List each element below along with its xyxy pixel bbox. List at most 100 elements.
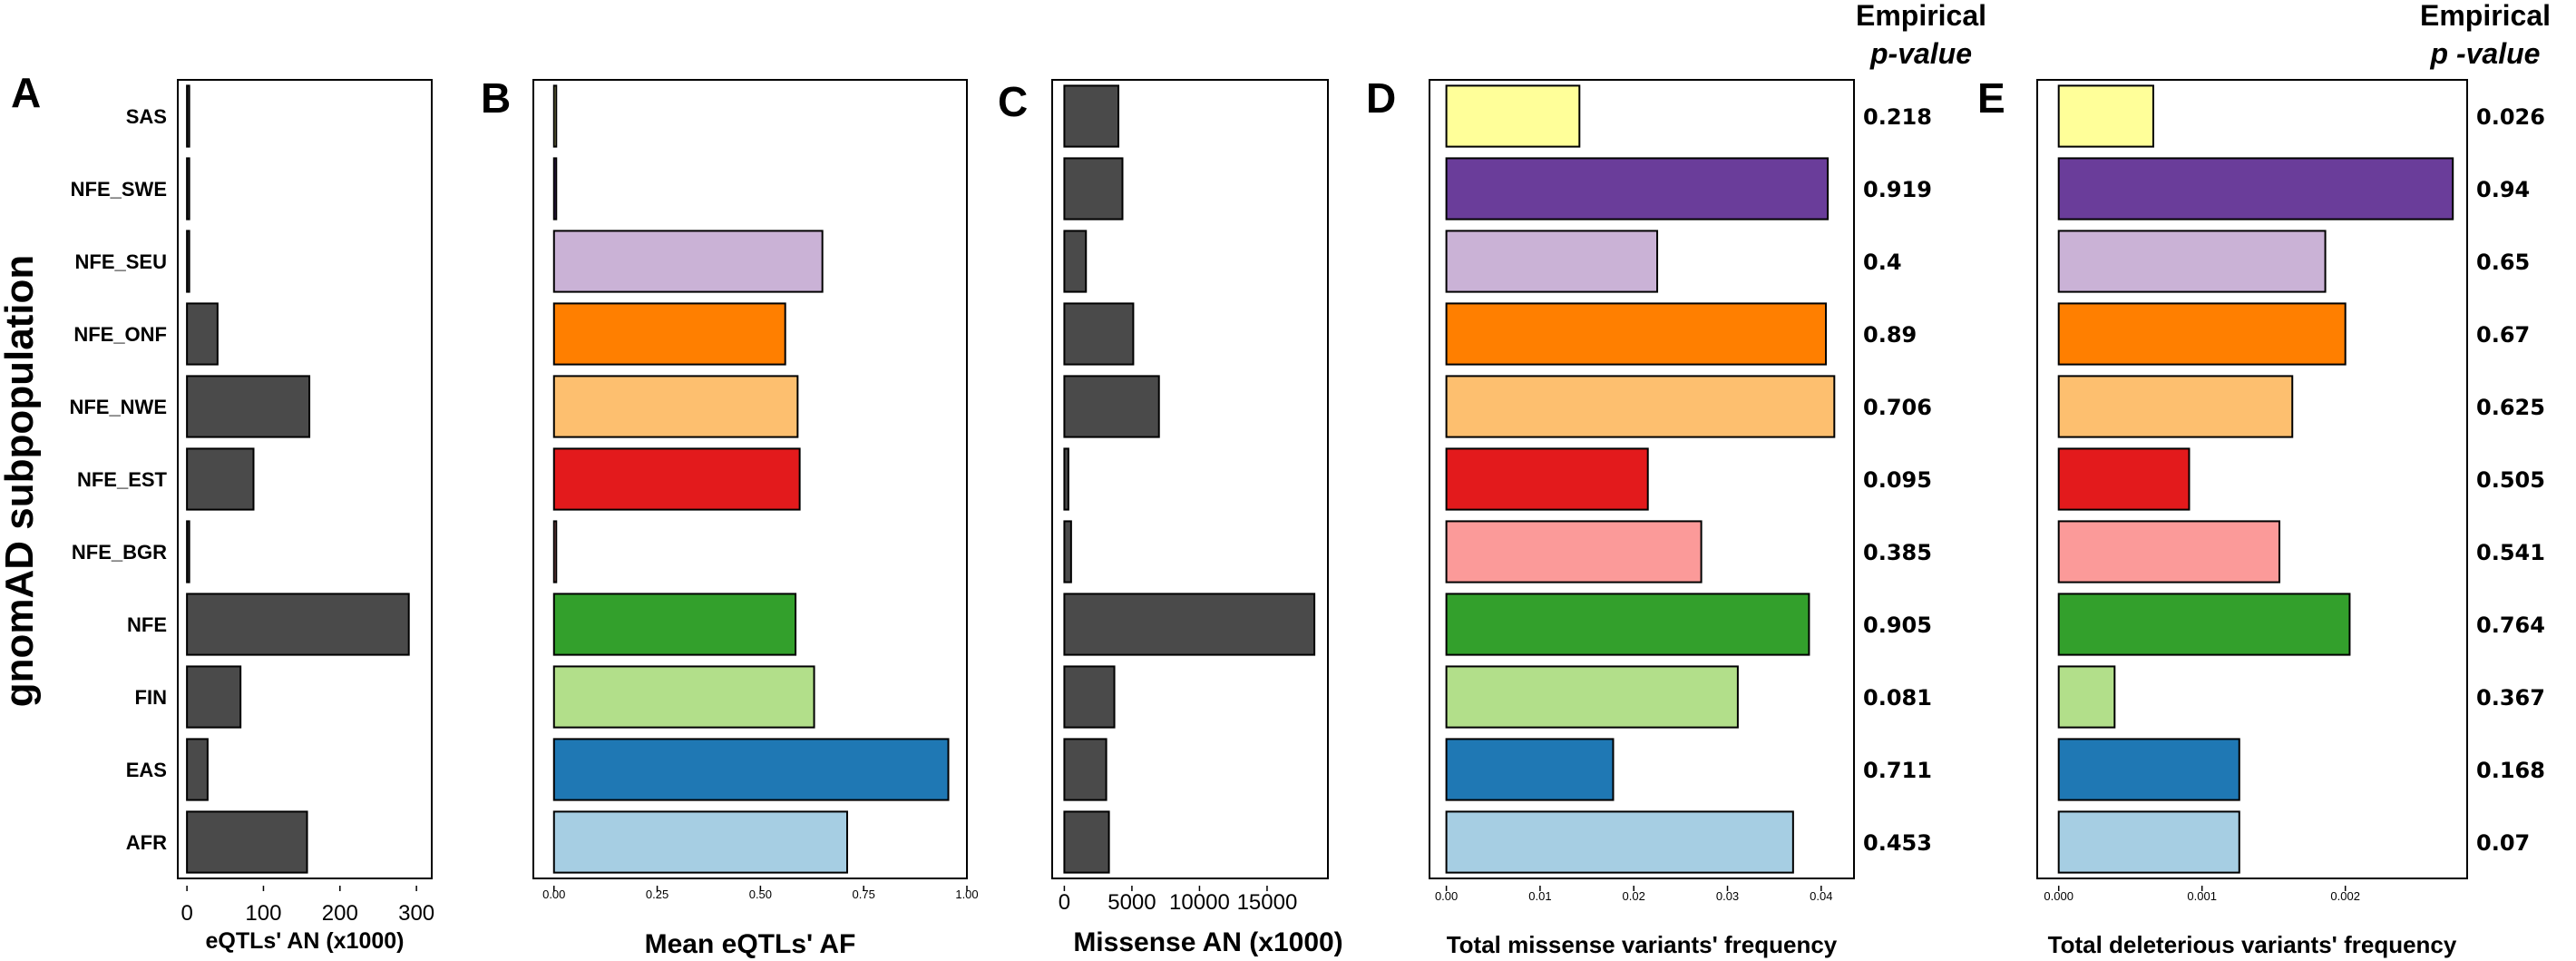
bar-sas bbox=[1063, 84, 1120, 148]
bar-nfe-swe bbox=[1445, 157, 1830, 221]
pvalue-label: 0.89 bbox=[1863, 322, 1917, 348]
bar-afr bbox=[2057, 810, 2240, 874]
x-tick-label: 0.001 bbox=[2187, 889, 2217, 903]
bar-nfe-seu bbox=[552, 230, 824, 293]
pvalue-header-line2: p -value bbox=[2430, 37, 2541, 70]
panel-d: D 0.00 0.01 0.02 0.03 0.04 Total missense vari… bbox=[1366, 0, 1986, 958]
bar-nfe-nwe bbox=[1445, 375, 1836, 438]
bar-nfe-swe bbox=[186, 157, 190, 221]
pvalue-label: 0.706 bbox=[1863, 395, 1932, 420]
pvalue-header-line2: p-value bbox=[1869, 37, 1972, 70]
panel-label: B bbox=[481, 74, 511, 122]
x-tick-label: 0.01 bbox=[1528, 889, 1551, 903]
x-axis-label: Mean eQTLs' AF bbox=[645, 929, 856, 959]
plot-frame bbox=[1429, 79, 1855, 879]
bar-afr bbox=[1445, 810, 1794, 874]
bar-nfe-est bbox=[1445, 447, 1649, 511]
bar-eas bbox=[1063, 738, 1107, 801]
bar-nfe-bgr bbox=[186, 520, 190, 583]
x-tick-label: 0.00 bbox=[1435, 889, 1458, 903]
bar-sas bbox=[2057, 84, 2154, 148]
panel-c: C 0 5000 10000 15000 Missense AN (x1000) bbox=[998, 78, 1343, 957]
x-tick-label: 100 bbox=[245, 901, 281, 926]
pvalue-label: 0.4 bbox=[1863, 250, 1902, 275]
bar-nfe-swe bbox=[2057, 157, 2454, 221]
bar-nfe-seu bbox=[1063, 230, 1088, 293]
bar-nfe-swe bbox=[1063, 157, 1124, 221]
bar-nfe-est bbox=[552, 447, 801, 511]
bar-nfe-onf bbox=[1445, 302, 1828, 366]
bar-nfe-est bbox=[2057, 447, 2191, 511]
pvalue-label: 0.919 bbox=[1863, 177, 1932, 202]
bar-eas bbox=[186, 738, 209, 801]
pvalue-label: 0.07 bbox=[2476, 830, 2530, 856]
pvalue-label: 0.905 bbox=[1863, 613, 1932, 638]
pvalue-label: 0.081 bbox=[1863, 685, 1932, 711]
panel-e: E 0.000 0.001 0.002 Total deleterious varian… bbox=[1977, 0, 2551, 958]
category-label: NFE_EST bbox=[77, 468, 168, 491]
category-label: NFE_SWE bbox=[71, 178, 167, 201]
bar-nfe bbox=[1445, 593, 1810, 656]
plot-frame bbox=[2036, 79, 2468, 879]
x-axis-label: eQTLs' AN (x1000) bbox=[206, 928, 405, 954]
y-axis-label: gnomAD subpopulation bbox=[0, 255, 42, 708]
bar-afr bbox=[552, 810, 848, 874]
panel-label: C bbox=[998, 78, 1028, 125]
x-tick-label: 0.50 bbox=[749, 887, 772, 901]
panel-a: A SAS NFE_SWE NFE_SEU NFE_ONF NFE_NWE NFE_EST N… bbox=[11, 69, 434, 954]
bar-nfe-seu bbox=[186, 230, 190, 293]
bar-fin bbox=[1063, 665, 1116, 729]
bar-nfe-nwe bbox=[1063, 375, 1160, 438]
category-label: AFR bbox=[126, 831, 167, 854]
bar-nfe-bgr bbox=[552, 520, 558, 583]
plot-frame bbox=[177, 79, 433, 879]
bar-nfe-bgr bbox=[2057, 520, 2281, 583]
pvalue-label: 0.385 bbox=[1863, 540, 1932, 565]
bar-afr bbox=[1063, 810, 1110, 874]
x-tick-label: 10000 bbox=[1169, 890, 1230, 915]
x-tick-label: 1.00 bbox=[955, 887, 978, 901]
category-label: NFE_NWE bbox=[69, 396, 167, 418]
pvalue-label: 0.026 bbox=[2476, 104, 2545, 130]
bar-nfe-onf bbox=[552, 302, 786, 366]
pvalue-header-line1: Empirical bbox=[2420, 0, 2551, 32]
x-tick-label: 0 bbox=[1059, 890, 1070, 915]
pvalue-label: 0.541 bbox=[2476, 540, 2545, 565]
bar-nfe-bgr bbox=[1445, 520, 1703, 583]
pvalue-label: 0.711 bbox=[1863, 758, 1932, 783]
bar-nfe bbox=[2057, 593, 2351, 656]
category-label: SAS bbox=[126, 105, 167, 128]
bar-nfe-nwe bbox=[552, 375, 799, 438]
x-tick-label: 0.000 bbox=[2044, 889, 2073, 903]
bar-nfe-swe bbox=[552, 157, 558, 221]
pvalue-label: 0.67 bbox=[2476, 322, 2530, 348]
pvalue-label: 0.65 bbox=[2476, 250, 2530, 275]
bar-nfe-bgr bbox=[1063, 520, 1072, 583]
x-tick-label: 0.002 bbox=[2330, 889, 2360, 903]
x-tick-label: 0.04 bbox=[1810, 889, 1832, 903]
x-tick-label: 0.00 bbox=[542, 887, 565, 901]
bar-eas bbox=[552, 738, 950, 801]
x-axis-label: Total missense variants' frequency bbox=[1447, 931, 1838, 958]
bar-fin bbox=[2057, 665, 2116, 729]
bar-nfe-onf bbox=[186, 302, 219, 366]
bar-fin bbox=[186, 665, 242, 729]
bar-sas bbox=[186, 84, 190, 148]
x-tick-label: 0.02 bbox=[1623, 889, 1645, 903]
x-axis-label: Total deleterious variants' frequency bbox=[2048, 931, 2457, 958]
category-label: NFE_ONF bbox=[73, 323, 167, 346]
bar-sas bbox=[1445, 84, 1581, 148]
panel-label: D bbox=[1366, 74, 1396, 122]
pvalue-label: 0.764 bbox=[2476, 613, 2545, 638]
panel-label: A bbox=[11, 69, 41, 116]
category-label: NFE bbox=[127, 613, 167, 636]
category-label: NFE_SEU bbox=[75, 250, 167, 273]
bar-afr bbox=[186, 810, 308, 874]
bar-nfe-seu bbox=[1445, 230, 1659, 293]
x-tick-label: 5000 bbox=[1107, 890, 1156, 915]
pvalue-header-line1: Empirical bbox=[1856, 0, 1986, 32]
plot-frame bbox=[532, 79, 968, 879]
bar-eas bbox=[2057, 738, 2240, 801]
bar-nfe-onf bbox=[1063, 302, 1135, 366]
